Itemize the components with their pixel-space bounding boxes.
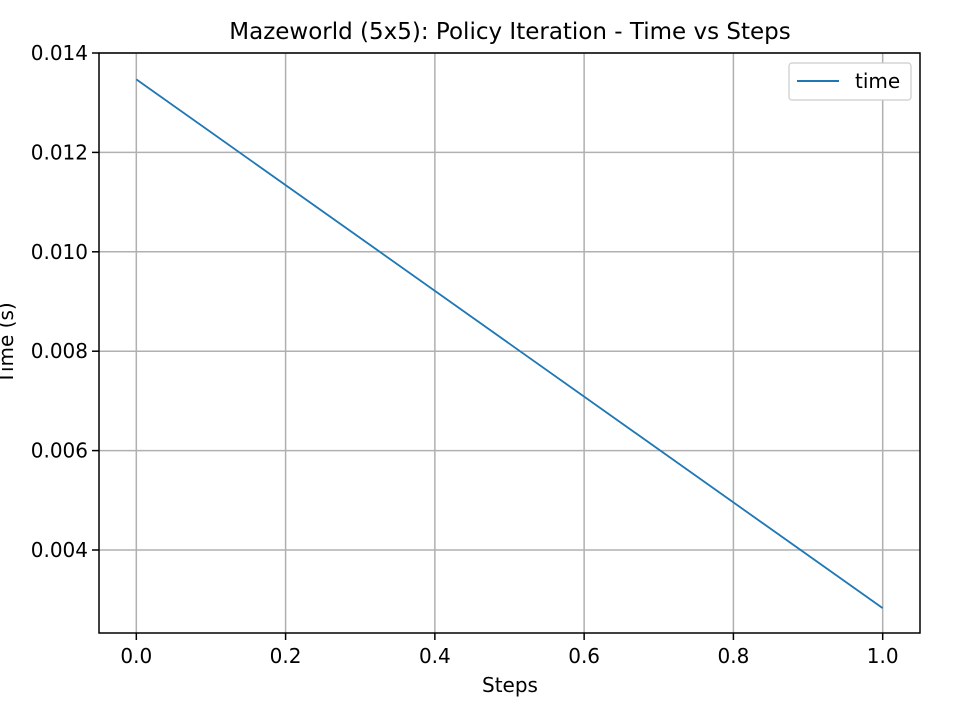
y-tick-label: 0.010 (31, 240, 88, 264)
y-axis-label: Time (s) (0, 302, 18, 384)
x-tick-label: 0.6 (568, 644, 600, 668)
x-tick-label: 0.2 (270, 644, 302, 668)
chart-title: Mazeworld (5x5): Policy Iteration - Time… (229, 19, 791, 45)
x-tick-label: 0.0 (120, 644, 152, 668)
tick-layer: 0.0 0.2 0.4 0.6 0.8 1.0 0.004 0.006 0.008 0.010 0.… (31, 41, 899, 668)
legend-label-time: time (855, 69, 900, 93)
legend: time (788, 62, 912, 101)
y-tick-label: 0.004 (31, 538, 88, 562)
y-tick-label: 0.012 (31, 140, 88, 164)
x-tick-label: 1.0 (867, 644, 899, 668)
x-axis-label: Steps (482, 673, 538, 697)
plot-frame (98, 52, 921, 634)
legend-box (788, 62, 912, 101)
x-tick-label: 0.8 (718, 644, 750, 668)
series-layer (135, 78, 884, 609)
series-line-time (135, 78, 884, 609)
y-tick-label: 0.006 (31, 439, 88, 463)
y-tick-label: 0.014 (31, 41, 88, 65)
y-tick-label: 0.008 (31, 339, 88, 363)
x-tick-label: 0.4 (419, 644, 451, 668)
